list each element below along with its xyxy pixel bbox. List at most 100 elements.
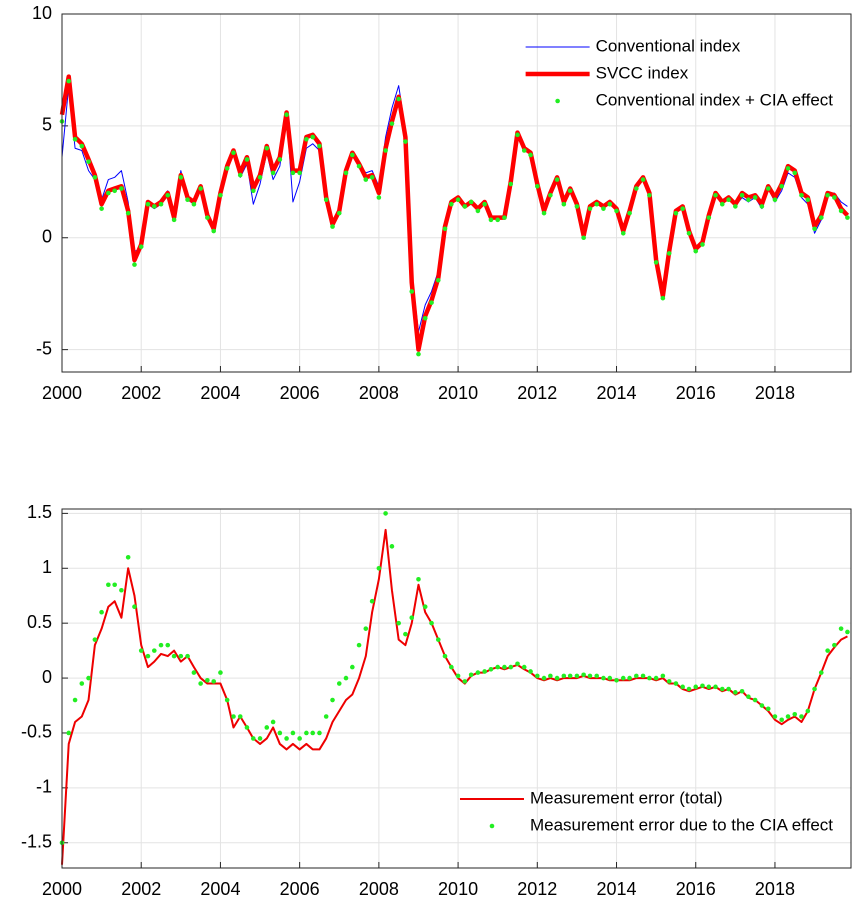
data-point xyxy=(726,686,731,692)
panel: -1.5 -1 -0.5 0 0.5 1 1.5 2000 2002 2004 2006 2008 20… xyxy=(21,502,852,899)
data-point xyxy=(106,582,111,588)
data-point xyxy=(383,511,388,516)
data-point xyxy=(832,642,837,648)
x-tick-label: 2008 xyxy=(359,383,399,403)
data-point xyxy=(416,351,421,357)
data-point xyxy=(475,670,481,675)
data-point xyxy=(72,697,78,703)
data-point xyxy=(343,170,349,176)
data-point xyxy=(620,230,626,236)
data-point xyxy=(653,260,659,265)
data-point xyxy=(548,673,553,679)
data-point xyxy=(535,673,540,679)
data-point xyxy=(151,648,157,653)
x-tick-label: 2004 xyxy=(200,879,240,899)
data-point xyxy=(825,192,830,198)
legend-label: Conventional index xyxy=(596,36,741,55)
data-point xyxy=(521,148,527,153)
data-point xyxy=(185,197,190,203)
data-point xyxy=(218,192,223,198)
data-point xyxy=(264,725,270,730)
y-tick-label: 1.5 xyxy=(27,502,52,522)
data-point xyxy=(237,714,243,719)
data-point xyxy=(739,688,745,694)
legend-marker xyxy=(489,823,495,829)
data-point xyxy=(746,694,751,700)
data-point xyxy=(660,295,666,301)
data-point xyxy=(435,277,441,283)
data-point xyxy=(488,217,494,223)
data-point xyxy=(244,157,250,162)
data-point xyxy=(178,175,184,180)
data-point xyxy=(785,166,791,171)
y-tick-label: -0.5 xyxy=(21,722,52,742)
data-point xyxy=(86,675,91,681)
data-point xyxy=(554,177,560,182)
data-point xyxy=(594,673,600,679)
data-point xyxy=(535,183,540,189)
data-point xyxy=(119,587,124,593)
data-point xyxy=(132,262,137,267)
data-point xyxy=(502,664,507,670)
data-point xyxy=(475,208,481,214)
data-point xyxy=(270,170,276,176)
data-point xyxy=(191,201,197,207)
data-point xyxy=(343,675,349,681)
x-tick-label: 2002 xyxy=(121,879,161,899)
data-point xyxy=(72,137,78,142)
data-point xyxy=(713,684,718,690)
legend-label: Measurement error (total) xyxy=(530,788,723,807)
data-point xyxy=(673,210,679,216)
data-point xyxy=(726,197,731,203)
x-tick-label: 2012 xyxy=(517,879,557,899)
data-point xyxy=(356,642,362,648)
data-point xyxy=(541,675,547,681)
data-point xyxy=(495,217,500,223)
data-point xyxy=(79,143,85,149)
data-point xyxy=(601,206,606,211)
data-point xyxy=(356,163,362,169)
data-point xyxy=(151,204,157,209)
data-point xyxy=(251,736,256,741)
data-point xyxy=(264,145,270,151)
y-tick-label: -5 xyxy=(36,338,52,358)
data-point xyxy=(799,714,804,719)
data-point xyxy=(435,637,441,642)
data-point xyxy=(369,598,375,604)
data-point xyxy=(462,204,468,209)
data-point xyxy=(323,714,329,719)
data-point xyxy=(409,289,415,294)
data-point xyxy=(587,673,593,679)
x-tick-label: 2014 xyxy=(596,383,636,403)
data-point xyxy=(396,620,401,626)
data-point xyxy=(323,197,329,203)
data-point xyxy=(719,201,725,207)
data-point xyxy=(237,172,243,178)
data-point xyxy=(92,637,98,642)
data-point xyxy=(363,626,369,631)
data-point xyxy=(521,664,527,670)
data-point xyxy=(284,736,289,741)
data-point xyxy=(165,192,171,198)
data-point xyxy=(832,195,837,200)
data-point xyxy=(317,730,322,736)
data-point xyxy=(647,192,652,198)
data-point xyxy=(330,224,335,229)
data-point xyxy=(455,673,461,679)
data-point xyxy=(350,664,355,670)
data-point xyxy=(706,684,712,690)
data-point xyxy=(369,175,375,180)
data-point xyxy=(442,653,448,659)
data-point xyxy=(607,675,613,681)
data-point xyxy=(515,661,520,667)
data-point xyxy=(594,201,600,207)
legend-marker xyxy=(555,98,560,104)
data-point xyxy=(719,686,725,692)
data-point xyxy=(765,706,771,712)
data-point xyxy=(389,544,395,549)
data-point xyxy=(752,697,758,703)
data-point xyxy=(634,673,639,679)
x-tick-label: 2004 xyxy=(200,383,240,403)
data-point xyxy=(205,677,210,683)
legend: Conventional index SVCC index Conventional… xyxy=(525,36,833,109)
